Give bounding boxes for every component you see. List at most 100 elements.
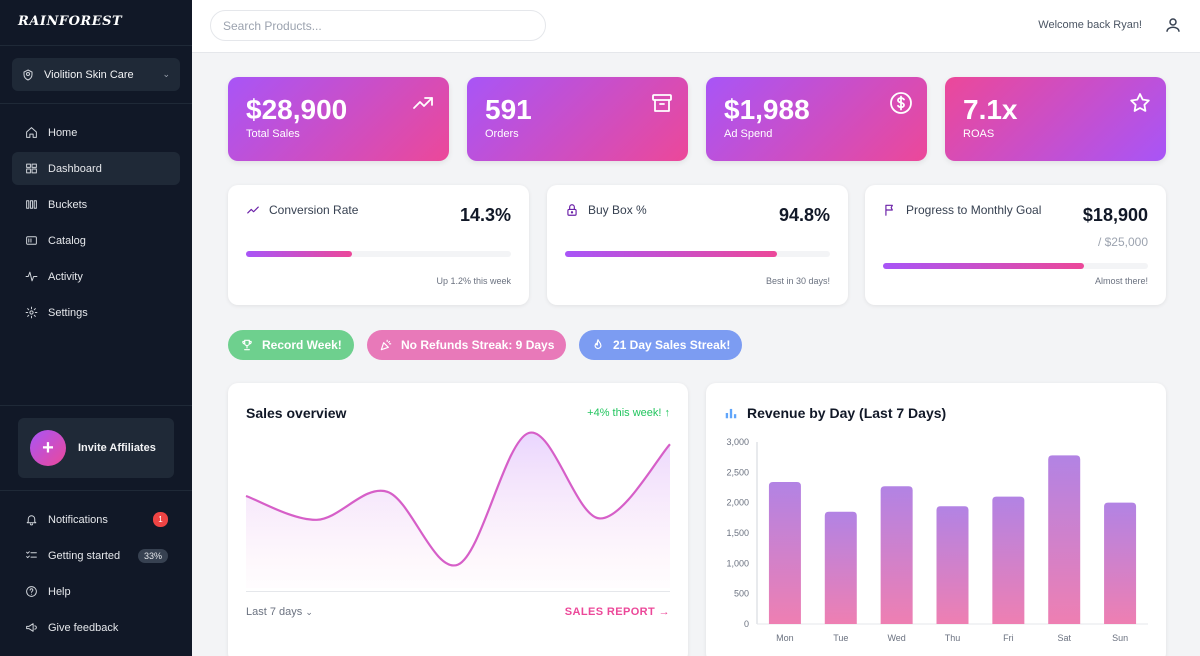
nav-item-help[interactable]: Help bbox=[12, 575, 180, 608]
bar-sat bbox=[1048, 455, 1081, 624]
trophy-icon bbox=[242, 339, 252, 351]
bar-wed bbox=[880, 486, 913, 624]
settings-icon bbox=[24, 306, 38, 320]
plus-icon: + bbox=[30, 430, 66, 466]
kpi-label: ROAS bbox=[963, 128, 995, 140]
star-icon bbox=[1128, 91, 1152, 115]
metric-title: Conversion Rate bbox=[269, 203, 359, 217]
badge-no-refunds-streak[interactable]: No Refunds Streak: 9 Days bbox=[367, 330, 567, 360]
nav-item-home[interactable]: Home bbox=[12, 116, 180, 149]
party-popper-icon bbox=[380, 339, 392, 351]
panel-divider bbox=[246, 591, 670, 592]
metric-card-buy-box: Buy Box % 94.8% Best in 30 days! bbox=[547, 185, 848, 305]
brand-logo[interactable]: RAINFOREST bbox=[18, 14, 123, 29]
y-tick-label: 1,500 bbox=[726, 528, 749, 538]
dollar-circle-icon bbox=[889, 91, 913, 115]
search-input[interactable] bbox=[210, 10, 546, 41]
nav-item-getting-started[interactable]: Getting started 33% bbox=[12, 539, 180, 572]
x-tick-label: Mon bbox=[776, 633, 794, 643]
progress-bar bbox=[246, 251, 511, 257]
y-tick-label: 2,500 bbox=[726, 467, 749, 477]
panel-title: Sales overview bbox=[246, 405, 347, 421]
badge-sales-streak[interactable]: 21 Day Sales Streak! bbox=[579, 330, 743, 360]
kpi-value: 591 bbox=[485, 94, 532, 125]
progress-fill bbox=[883, 263, 1085, 269]
metric-note: Up 1.2% this week bbox=[436, 276, 511, 286]
help-icon bbox=[24, 585, 38, 599]
archive-box-icon bbox=[650, 91, 674, 115]
nav-item-buckets[interactable]: Buckets bbox=[12, 188, 180, 221]
nav-item-dashboard[interactable]: Dashboard bbox=[12, 152, 180, 185]
sidebar-divider bbox=[0, 45, 192, 46]
bar-chart-icon bbox=[725, 408, 737, 419]
growth-indicator: +4% this week! ↑ bbox=[587, 407, 670, 419]
date-range-label: Last 7 days bbox=[246, 606, 303, 618]
x-tick-label: Sun bbox=[1112, 633, 1128, 643]
sidebar-divider bbox=[0, 405, 192, 406]
goal-target: / $25,000 bbox=[1097, 235, 1148, 249]
nav-item-activity[interactable]: Activity bbox=[12, 260, 180, 293]
megaphone-icon bbox=[24, 621, 38, 635]
nav-label: Activity bbox=[48, 270, 83, 283]
nav-label: Help bbox=[48, 585, 71, 598]
nav-label: Catalog bbox=[48, 234, 86, 247]
kpi-label: Ad Spend bbox=[724, 128, 773, 140]
nav-item-catalog[interactable]: Catalog bbox=[12, 224, 180, 257]
y-tick-label: 1,000 bbox=[726, 558, 749, 568]
invite-affiliates-button[interactable]: + Invite Affiliates bbox=[18, 418, 174, 478]
pill-label: No Refunds Streak: 9 Days bbox=[401, 338, 555, 352]
metric-note: Best in 30 days! bbox=[765, 276, 830, 286]
progress-badge: 33% bbox=[137, 548, 168, 563]
kpi-card-orders: 591 Orders bbox=[467, 77, 688, 161]
x-tick-label: Thu bbox=[945, 633, 961, 643]
catalog-icon bbox=[24, 234, 38, 248]
badge-record-week[interactable]: Record Week! bbox=[228, 330, 354, 360]
chart-title: Revenue by Day (Last 7 Days) bbox=[747, 405, 947, 421]
nav-item-settings[interactable]: Settings bbox=[12, 296, 180, 329]
progress-fill bbox=[246, 251, 352, 257]
date-range-selector[interactable]: Last 7 days ⌄ bbox=[246, 606, 313, 618]
panel-title-wrap: Revenue by Day (Last 7 Days) bbox=[724, 405, 946, 421]
activity-icon bbox=[24, 270, 38, 284]
sales-line-chart bbox=[245, 431, 671, 588]
user-icon[interactable] bbox=[1164, 16, 1182, 34]
kpi-label: Orders bbox=[485, 128, 519, 140]
sales-overview-panel: Sales overview +4% this week! ↑ Last 7 d… bbox=[228, 383, 688, 656]
buckets-icon bbox=[24, 198, 38, 212]
kpi-value: 7.1x bbox=[963, 94, 1018, 125]
progress-fill bbox=[565, 251, 777, 257]
bell-icon bbox=[24, 513, 38, 527]
metric-title: Progress to Monthly Goal bbox=[906, 203, 1042, 217]
store-selector[interactable]: Violition Skin Care ⌄ bbox=[12, 58, 180, 91]
y-tick-label: 0 bbox=[744, 619, 749, 629]
sidebar-divider bbox=[0, 490, 192, 491]
nav-label: Getting started bbox=[48, 549, 121, 562]
pill-label: Record Week! bbox=[262, 338, 342, 352]
sales-report-link[interactable]: SALES REPORT → bbox=[564, 606, 670, 618]
bar-fri bbox=[992, 496, 1025, 624]
revenue-by-day-panel: Revenue by Day (Last 7 Days) 0 500 1,000 1,… bbox=[706, 383, 1166, 656]
metric-title: Buy Box % bbox=[588, 203, 647, 217]
nav-item-feedback[interactable]: Give feedback bbox=[12, 611, 180, 644]
kpi-value: $1,988 bbox=[724, 94, 810, 125]
chevron-down-icon: ⌄ bbox=[162, 69, 170, 79]
topbar: Welcome back Ryan! bbox=[192, 0, 1200, 53]
x-tick-label: Tue bbox=[833, 633, 848, 643]
nav-label: Give feedback bbox=[48, 621, 119, 634]
bar-mon bbox=[768, 482, 801, 624]
metric-value: $18,900 bbox=[1082, 205, 1148, 225]
sidebar: RAINFOREST Violition Skin Care ⌄ Home Da… bbox=[0, 0, 192, 656]
checklist-icon bbox=[24, 549, 38, 563]
y-tick-label: 500 bbox=[734, 589, 749, 599]
notification-count-badge: 1 bbox=[153, 512, 168, 527]
fire-icon bbox=[594, 339, 602, 350]
welcome-message: Welcome back Ryan! bbox=[1038, 19, 1142, 31]
nav-label: Settings bbox=[48, 306, 88, 319]
x-tick-label: Fri bbox=[1003, 633, 1014, 643]
y-tick-label: 3,000 bbox=[726, 437, 749, 447]
y-tick-label: 2,000 bbox=[726, 498, 749, 508]
store-icon bbox=[22, 68, 36, 82]
sales-line bbox=[245, 431, 671, 567]
nav-item-notifications[interactable]: Notifications 1 bbox=[12, 503, 180, 536]
x-tick-label: Wed bbox=[887, 633, 905, 643]
